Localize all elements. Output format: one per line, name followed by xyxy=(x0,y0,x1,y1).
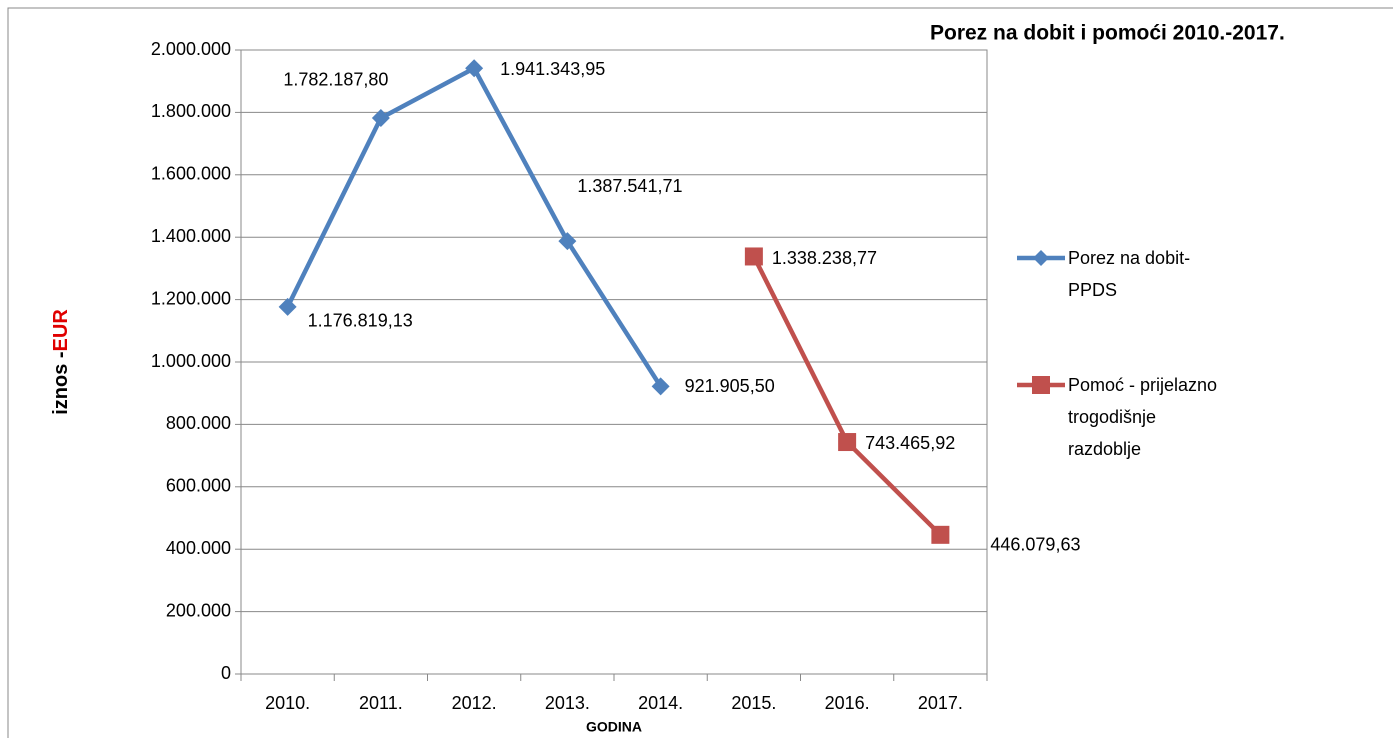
x-tick-label: 2011. xyxy=(359,693,403,713)
data-label: 921.905,50 xyxy=(685,376,775,396)
data-label: 1.176.819,13 xyxy=(308,311,413,331)
y-tick-label: 1.400.000 xyxy=(151,226,231,246)
data-label: 743.465,92 xyxy=(865,433,955,453)
marker xyxy=(558,232,577,251)
y-axis-unit: EUR xyxy=(50,309,72,352)
data-label: 1.782.187,80 xyxy=(283,70,388,90)
x-tick-label: 2012. xyxy=(452,693,497,713)
data-label: 1.941.343,95 xyxy=(500,59,605,79)
data-label: 1.387.541,71 xyxy=(577,176,682,196)
x-tick-label: 2016. xyxy=(825,693,870,713)
y-tick-label: 400.000 xyxy=(166,538,231,558)
legend-marker xyxy=(1033,250,1049,266)
x-tick-label: 2013. xyxy=(545,693,590,713)
marker xyxy=(371,108,390,127)
chart-title: Porez na dobit i pomoći 2010.-2017. xyxy=(930,22,1285,45)
marker xyxy=(278,297,297,316)
y-tick-label: 1.800.000 xyxy=(151,101,231,121)
line xyxy=(285,65,663,388)
line xyxy=(751,255,942,537)
marker xyxy=(651,377,670,396)
legend-label: Porez na dobit-PPDS xyxy=(1068,248,1191,300)
legend-label: Pomoć - prijelazno trogodišnje razdoblje xyxy=(1068,375,1218,459)
marker xyxy=(931,525,950,544)
x-tick-label: 2014. xyxy=(638,693,683,713)
marker xyxy=(838,433,857,452)
data-label: 1.338.238,77 xyxy=(772,248,877,268)
legend-marker xyxy=(1032,376,1050,394)
y-axis-title: iznos -EUR xyxy=(50,309,72,415)
x-tick-label: 2010. xyxy=(265,693,310,713)
x-axis-title: GODINA xyxy=(586,719,642,735)
y-tick-label: 200.000 xyxy=(166,600,231,620)
y-tick-label: 2.000.000 xyxy=(151,39,231,59)
y-tick-label: 0 xyxy=(221,663,231,683)
y-tick-label: 1.000.000 xyxy=(151,351,231,371)
y-tick-label: 600.000 xyxy=(166,476,231,496)
marker xyxy=(744,247,763,266)
marker xyxy=(465,59,484,78)
y-tick-label: 1.200.000 xyxy=(151,288,231,308)
y-axis-label: iznos - xyxy=(50,351,72,414)
chart-frame xyxy=(7,7,1393,738)
data-label: 446.079,63 xyxy=(990,535,1080,555)
x-tick-label: 2015. xyxy=(731,693,776,713)
x-tick-label: 2017. xyxy=(918,693,963,713)
y-tick-label: 800.000 xyxy=(166,413,231,433)
y-tick-label: 1.600.000 xyxy=(151,164,231,184)
